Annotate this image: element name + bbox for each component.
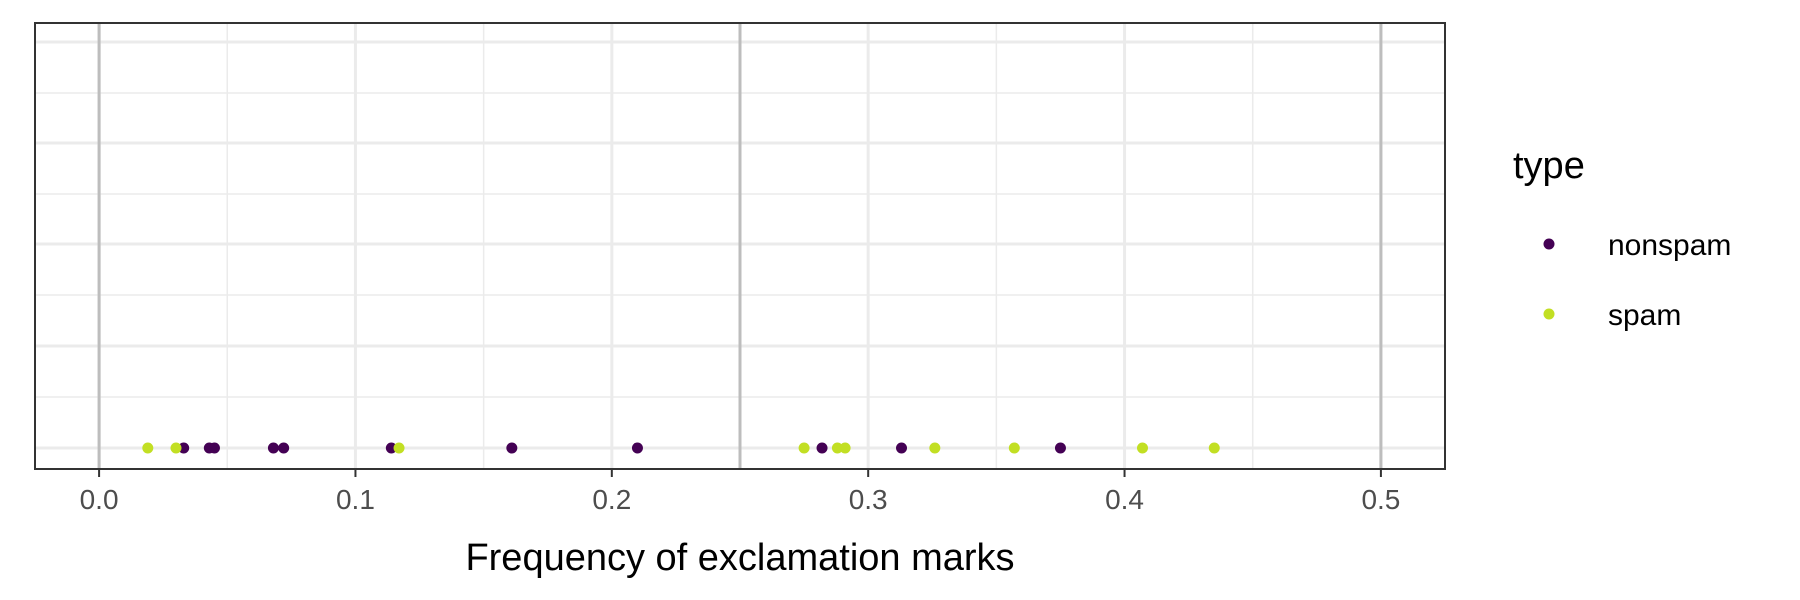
data-point-spam [1136, 442, 1148, 454]
legend-key-nonspam [1543, 238, 1555, 250]
legend: type nonspam spam [1513, 145, 1731, 332]
legend-key-spam [1543, 308, 1555, 320]
legend-label-nonspam: nonspam [1608, 229, 1731, 262]
points-layer [142, 442, 1220, 454]
x-tick-label: 0.1 [336, 484, 375, 515]
data-point-nonspam [278, 442, 290, 454]
data-point-nonspam [208, 442, 220, 454]
x-tick-label: 0.5 [1361, 484, 1400, 515]
x-axis-ticks: 0.0 0.1 0.2 0.3 0.4 0.5 [80, 469, 1400, 515]
data-point-spam [393, 442, 405, 454]
x-tick-label: 0.2 [592, 484, 631, 515]
data-point-nonspam [1054, 442, 1066, 454]
data-point-spam [831, 442, 843, 454]
data-point-nonspam [267, 442, 279, 454]
x-tick-label: 0.0 [80, 484, 119, 515]
grid-layer [35, 23, 1445, 469]
legend-label-spam: spam [1608, 299, 1681, 332]
panel-border [34, 22, 1446, 470]
data-point-nonspam [506, 442, 518, 454]
legend-items: nonspam spam [1543, 229, 1731, 332]
data-point-spam [1008, 442, 1020, 454]
data-point-spam [170, 442, 182, 454]
legend-title: type [1513, 145, 1585, 187]
data-point-spam [839, 442, 851, 454]
x-axis-title: Frequency of exclamation marks [465, 537, 1014, 579]
data-point-spam [929, 442, 941, 454]
x-tick-label: 0.3 [849, 484, 888, 515]
data-point-nonspam [631, 442, 643, 454]
data-point-nonspam [816, 442, 828, 454]
data-point-nonspam [178, 442, 190, 454]
data-point-spam [1208, 442, 1220, 454]
data-point-spam [798, 442, 810, 454]
data-point-spam [142, 442, 154, 454]
x-tick-label: 0.4 [1105, 484, 1144, 515]
data-point-nonspam [896, 442, 908, 454]
data-point-nonspam [385, 442, 397, 454]
